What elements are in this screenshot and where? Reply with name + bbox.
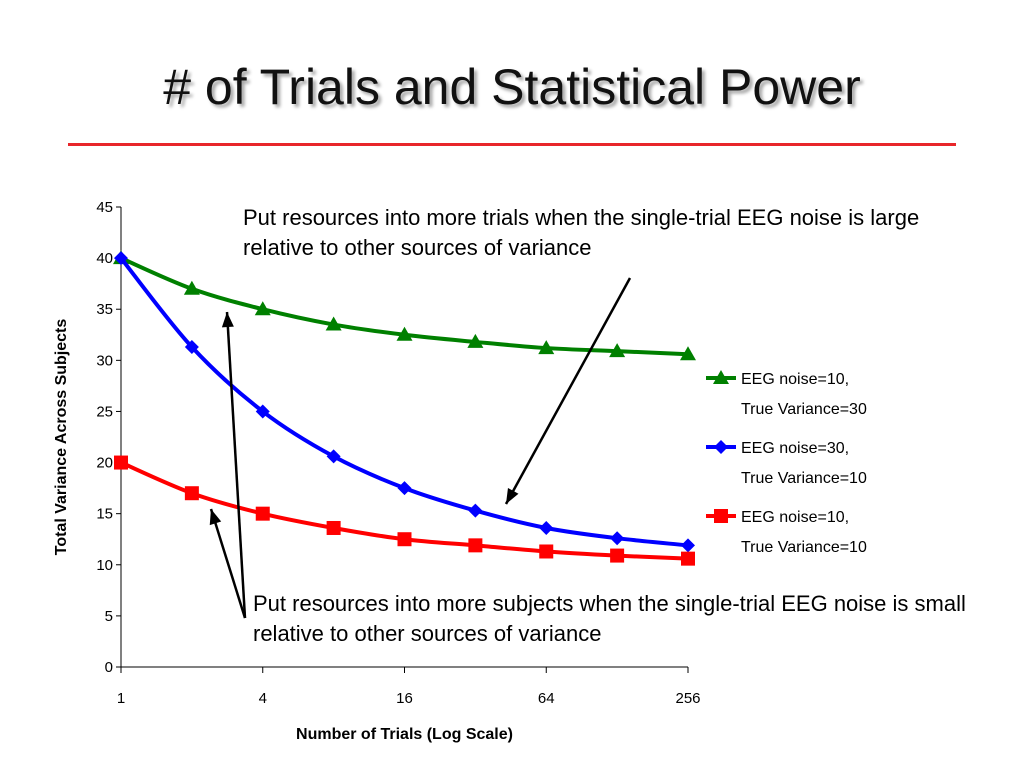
arrow-to-blue-curve-head — [506, 487, 519, 504]
data-point — [610, 531, 625, 546]
series-triangle — [113, 250, 696, 361]
data-point — [539, 520, 554, 535]
data-point — [468, 538, 483, 553]
data-point — [538, 340, 555, 355]
y-axis-title: Total Variance Across Subjects — [53, 319, 70, 556]
data-point — [397, 481, 412, 496]
data-point — [468, 503, 483, 518]
legend-swatch-marker — [713, 370, 729, 384]
data-point — [681, 551, 695, 566]
data-point — [326, 520, 341, 535]
y-tick-label: 45 — [96, 199, 113, 216]
y-tick-label: 30 — [96, 352, 113, 369]
data-point — [254, 301, 271, 316]
data-point — [681, 538, 695, 553]
data-point — [539, 544, 554, 559]
legend-item: EEG noise=10, True Variance=30 — [706, 370, 867, 418]
x-tick-label: 256 — [675, 690, 700, 707]
series-line — [119, 256, 689, 548]
legend-label: EEG noise=30, — [741, 440, 849, 457]
slide-title: # of Trials and Statistical Power — [163, 59, 861, 115]
chart-axes: 0 5 10 15 20 25 30 35 40 45 1 4 16 64 256 Number of Tri… — [53, 199, 701, 743]
data-point — [184, 340, 199, 355]
callout-more-subjects: Put resources into more subjects when th… — [253, 591, 966, 646]
legend-label: EEG noise=10, — [741, 509, 849, 526]
annotation-arrows — [209, 277, 632, 619]
data-point — [467, 333, 484, 348]
y-tick-label: 40 — [96, 250, 113, 267]
series-square — [114, 455, 695, 566]
x-axis-title: Number of Trials (Log Scale) — [296, 726, 513, 743]
arrow-to-red-curve-head — [209, 509, 222, 526]
chart-legend: EEG noise=10, True Variance=30 EEG noise=3… — [706, 370, 867, 556]
y-tick-label: 15 — [96, 506, 113, 523]
chart-series — [113, 250, 696, 566]
data-point — [609, 343, 626, 358]
data-point — [325, 316, 342, 331]
legend-item: EEG noise=30, True Variance=10 — [706, 440, 867, 487]
data-point — [183, 280, 200, 295]
legend-item: EEG noise=10, True Variance=10 — [706, 509, 867, 556]
y-tick-label: 0 — [105, 659, 113, 676]
arrow-to-green-curve-head — [221, 312, 234, 328]
y-tick-label: 10 — [96, 557, 113, 574]
legend-label: True Variance=30 — [741, 401, 867, 418]
legend-label: True Variance=10 — [741, 539, 867, 556]
data-point — [255, 404, 270, 419]
callout-more-trials: Put resources into more trials when the … — [243, 205, 920, 260]
x-tick-label: 4 — [259, 690, 267, 707]
arrow-to-blue-curve — [504, 277, 632, 505]
x-tick-label: 1 — [117, 690, 125, 707]
x-tick-label: 16 — [396, 690, 413, 707]
legend-swatch-marker — [714, 509, 728, 523]
title-divider — [68, 143, 956, 146]
data-point — [397, 532, 412, 547]
series-diamond — [114, 251, 695, 553]
arrow-to-green-curve — [225, 311, 247, 619]
data-point — [255, 506, 270, 521]
y-tick-label: 25 — [96, 403, 113, 420]
data-point — [396, 326, 413, 341]
data-point — [680, 346, 696, 361]
legend-swatch-marker — [714, 440, 728, 454]
y-tick-label: 35 — [96, 301, 113, 318]
y-tick-label: 20 — [96, 455, 113, 472]
legend-label: EEG noise=10, — [741, 371, 849, 388]
data-point — [326, 449, 341, 464]
y-tick-label: 5 — [105, 608, 113, 625]
data-point — [114, 251, 128, 266]
legend-label: True Variance=10 — [741, 470, 867, 487]
data-point — [114, 455, 128, 470]
x-tick-label: 64 — [538, 690, 555, 707]
data-point — [184, 486, 199, 501]
data-point — [610, 548, 625, 563]
arrow-to-red-curve — [209, 508, 247, 619]
